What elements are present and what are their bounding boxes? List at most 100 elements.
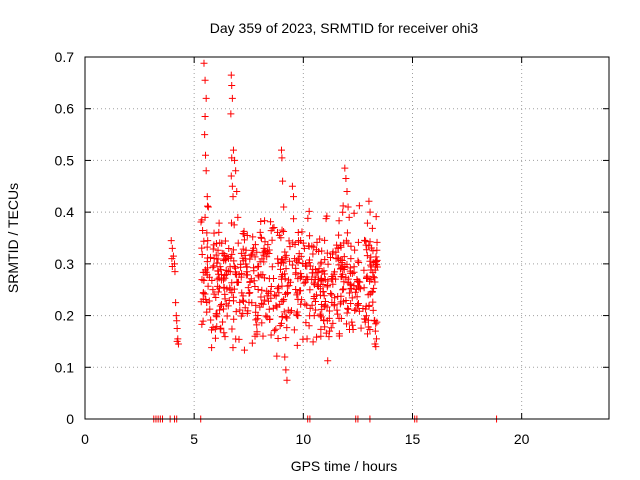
- data-point: [304, 214, 312, 222]
- data-point: [236, 306, 244, 314]
- data-point: [254, 312, 262, 320]
- data-point: [280, 308, 288, 316]
- data-point: [173, 317, 181, 325]
- data-point: [321, 270, 329, 278]
- data-point: [221, 255, 229, 263]
- data-point: [364, 323, 372, 331]
- data-point: [210, 290, 218, 298]
- data-point: [319, 288, 327, 296]
- data-point: [205, 297, 213, 305]
- data-point: [210, 241, 218, 249]
- data-point: [207, 316, 215, 324]
- data-point: [224, 302, 232, 310]
- data-point: [285, 282, 293, 290]
- data-point: [345, 213, 353, 221]
- data-point: [257, 233, 265, 241]
- data-point: [316, 312, 324, 320]
- data-point: [261, 217, 269, 225]
- data-point: [346, 280, 354, 288]
- data-point: [277, 319, 285, 327]
- data-point: [256, 303, 264, 311]
- data-point: [339, 286, 347, 294]
- data-point: [262, 312, 270, 320]
- data-point: [354, 301, 362, 309]
- data-point: [246, 289, 254, 297]
- data-point: [369, 268, 377, 276]
- data-point: [344, 275, 352, 283]
- data-point: [221, 290, 229, 298]
- data-point: [248, 299, 256, 307]
- data-point: [320, 317, 328, 325]
- data-point: [303, 262, 311, 270]
- x-tick-label: 0: [81, 431, 89, 447]
- data-point: [290, 215, 298, 223]
- data-point: [323, 303, 331, 311]
- data-point: [306, 312, 314, 320]
- data-point: [215, 219, 223, 227]
- data-point: [349, 325, 357, 333]
- data-point: [209, 263, 217, 271]
- data-point: [329, 248, 337, 256]
- data-point: [344, 304, 352, 312]
- data-point: [317, 277, 325, 285]
- data-point: [337, 292, 345, 300]
- data-point: [220, 305, 228, 313]
- data-point: [258, 299, 266, 307]
- data-point: [290, 193, 298, 201]
- data-point: [286, 257, 294, 265]
- data-point: [229, 193, 237, 201]
- data-point: [249, 233, 257, 241]
- data-point: [239, 310, 247, 318]
- data-point: [325, 307, 333, 315]
- data-point: [365, 301, 373, 309]
- data-point: [369, 306, 377, 314]
- data-point: [342, 237, 350, 245]
- data-point: [336, 241, 344, 249]
- data-point: [237, 263, 245, 271]
- data-point: [212, 293, 220, 301]
- data-point: [317, 258, 325, 266]
- data-point: [219, 318, 227, 326]
- data-point: [204, 202, 212, 210]
- data-point: [309, 338, 317, 346]
- data-point: [313, 333, 321, 341]
- data-point: [270, 327, 278, 335]
- data-point: [261, 238, 269, 246]
- data-point: [215, 284, 223, 292]
- data-point: [277, 273, 285, 281]
- data-point: [282, 334, 290, 342]
- data-point: [329, 280, 337, 288]
- data-point: [203, 229, 211, 237]
- data-point: [305, 242, 313, 250]
- data-point: [204, 237, 212, 245]
- data-point: [243, 271, 251, 279]
- data-point: [227, 110, 235, 118]
- data-point: [310, 281, 318, 289]
- data-point: [343, 320, 351, 328]
- data-point: [306, 304, 314, 312]
- data-point: [244, 284, 252, 292]
- data-point: [222, 256, 230, 264]
- data-point: [324, 357, 332, 365]
- data-point: [222, 266, 230, 274]
- x-tick-label: 5: [190, 431, 198, 447]
- data-point: [372, 253, 380, 261]
- data-point: [273, 352, 281, 360]
- data-point: [215, 228, 223, 236]
- data-point: [305, 322, 313, 330]
- data-point: [320, 292, 328, 300]
- data-point: [294, 229, 302, 237]
- data-point: [214, 288, 222, 296]
- data-point: [220, 329, 228, 337]
- data-point: [204, 282, 212, 290]
- data-point: [282, 366, 290, 374]
- data-point: [331, 294, 339, 302]
- data-point: [350, 282, 358, 290]
- data-point: [232, 167, 240, 175]
- data-point: [237, 249, 245, 257]
- data-point: [295, 237, 303, 245]
- data-point: [214, 267, 222, 275]
- data-point: [322, 329, 330, 337]
- data-point: [210, 229, 218, 237]
- data-point: [225, 245, 233, 253]
